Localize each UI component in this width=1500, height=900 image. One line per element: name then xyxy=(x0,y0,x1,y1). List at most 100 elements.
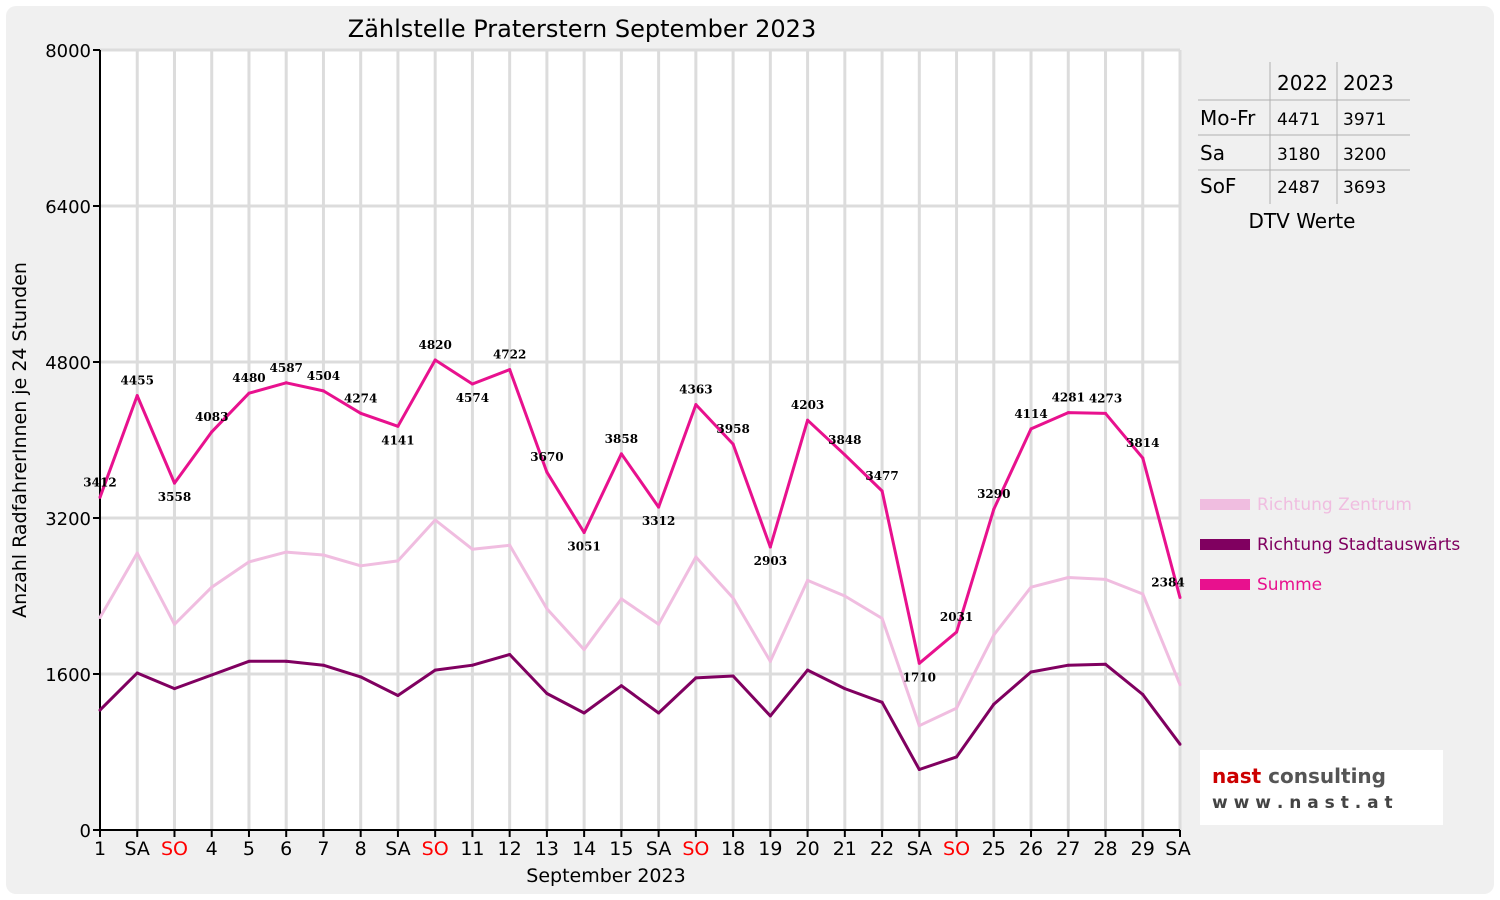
x-tick-label: 19 xyxy=(758,838,782,860)
x-tick-label: 8 xyxy=(355,838,367,860)
data-label: 4574 xyxy=(456,391,489,405)
data-point xyxy=(284,550,288,554)
data-label: 3558 xyxy=(158,490,191,504)
data-point xyxy=(657,622,661,626)
data-point xyxy=(508,543,512,547)
logo: nast consulting w w w . n a s t . a t xyxy=(1200,750,1443,825)
data-point xyxy=(992,507,996,511)
table-header: 2023 xyxy=(1343,71,1394,95)
data-label: 4274 xyxy=(344,391,377,405)
y-tick-labels: 0 1600 3200 4800 6400 8000 xyxy=(45,41,91,842)
data-point xyxy=(359,564,363,568)
data-point xyxy=(1104,662,1108,666)
data-label: 3670 xyxy=(530,450,563,464)
data-label: 2903 xyxy=(754,554,787,568)
data-label: 4114 xyxy=(1014,407,1047,421)
y-axis-title: Anzahl RadfahrerInnen je 24 Stunden xyxy=(9,262,31,618)
table-cell: 3200 xyxy=(1343,145,1386,165)
data-point xyxy=(433,518,437,522)
legend-label: Summe xyxy=(1257,575,1322,595)
data-label: 3412 xyxy=(83,475,116,489)
data-point xyxy=(694,555,698,559)
data-point xyxy=(880,616,884,620)
x-tick-label: 11 xyxy=(460,838,484,860)
x-tick-label: 18 xyxy=(721,838,745,860)
axes xyxy=(93,49,1181,837)
data-point xyxy=(545,692,549,695)
data-point xyxy=(396,693,400,697)
x-tick-label: SA xyxy=(1165,838,1190,860)
data-point xyxy=(768,545,772,549)
data-label: 4480 xyxy=(232,371,265,385)
data-point xyxy=(98,615,102,619)
data-point xyxy=(210,585,214,589)
data-point xyxy=(545,607,549,611)
data-point xyxy=(731,674,735,678)
x-tick-label: SA xyxy=(907,838,932,860)
data-point xyxy=(135,671,139,675)
data-point xyxy=(247,659,251,663)
x-tick-label: 20 xyxy=(795,838,819,860)
dtv-table: 2022 2023 Mo-Fr 4471 3971 Sa 3180 3200 SoF 2487 36… xyxy=(1198,62,1410,233)
x-tick-label: 6 xyxy=(280,838,292,860)
data-point xyxy=(1104,411,1108,415)
series-lines xyxy=(98,358,1182,772)
data-point xyxy=(992,702,996,706)
data-point xyxy=(619,597,623,601)
data-point xyxy=(1141,692,1145,696)
data-point xyxy=(135,551,139,555)
grid-lines xyxy=(100,48,1182,830)
data-label: 3290 xyxy=(977,487,1010,501)
table-cell: 3180 xyxy=(1277,145,1320,165)
data-label: 2384 xyxy=(1151,576,1184,590)
data-point xyxy=(917,661,921,665)
y-tick-label: 4800 xyxy=(45,353,91,374)
y-tick-label: 0 xyxy=(80,821,91,842)
data-label: 1710 xyxy=(903,670,936,684)
data-point xyxy=(619,684,623,688)
data-point xyxy=(172,687,176,691)
data-label: 2031 xyxy=(940,610,973,624)
data-label: 4455 xyxy=(121,374,154,388)
x-tick-label: 29 xyxy=(1131,838,1155,860)
x-tick-label: 22 xyxy=(870,838,894,860)
table-row-label: Sa xyxy=(1200,141,1225,165)
data-point xyxy=(135,394,139,398)
data-label: 4363 xyxy=(679,383,712,397)
chart-title: Zählstelle Praterstern September 2023 xyxy=(348,15,816,43)
data-point xyxy=(321,663,325,667)
legend-swatch xyxy=(1200,539,1250,550)
y-tick-label: 3200 xyxy=(45,509,91,530)
x-tick-label: 5 xyxy=(243,838,255,860)
data-point xyxy=(98,708,102,712)
x-tick-label: SA xyxy=(385,838,410,860)
y-tick-label: 8000 xyxy=(45,41,91,62)
data-label: 4281 xyxy=(1052,391,1085,405)
x-tick-label: 27 xyxy=(1056,838,1080,860)
x-tick-label: SO xyxy=(161,838,188,860)
data-point xyxy=(955,630,959,634)
x-tick-label: 14 xyxy=(572,838,596,860)
y-tick-label: 1600 xyxy=(45,665,91,686)
data-point xyxy=(582,531,586,535)
data-point xyxy=(1066,411,1070,415)
data-point xyxy=(843,687,847,691)
series-line-summe xyxy=(98,358,1182,665)
data-label: 3848 xyxy=(828,433,861,447)
data-label: 4273 xyxy=(1089,391,1122,405)
data-point xyxy=(657,711,661,715)
x-tick-label: 13 xyxy=(535,838,559,860)
data-label: 4504 xyxy=(307,369,340,383)
data-point xyxy=(470,382,474,386)
x-tick-label: SA xyxy=(125,838,150,860)
data-label: 4722 xyxy=(493,348,526,362)
x-tick-label: SA xyxy=(646,838,671,860)
data-point xyxy=(172,481,176,485)
data-point xyxy=(247,391,251,395)
data-point xyxy=(396,559,400,563)
data-label: 3051 xyxy=(567,540,600,554)
data-point xyxy=(992,633,996,637)
data-point xyxy=(806,668,810,672)
data-point xyxy=(284,381,288,385)
data-point xyxy=(582,711,586,715)
